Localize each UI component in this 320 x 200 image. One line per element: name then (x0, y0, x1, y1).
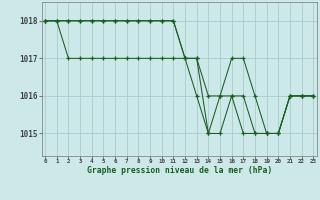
X-axis label: Graphe pression niveau de la mer (hPa): Graphe pression niveau de la mer (hPa) (87, 166, 272, 175)
